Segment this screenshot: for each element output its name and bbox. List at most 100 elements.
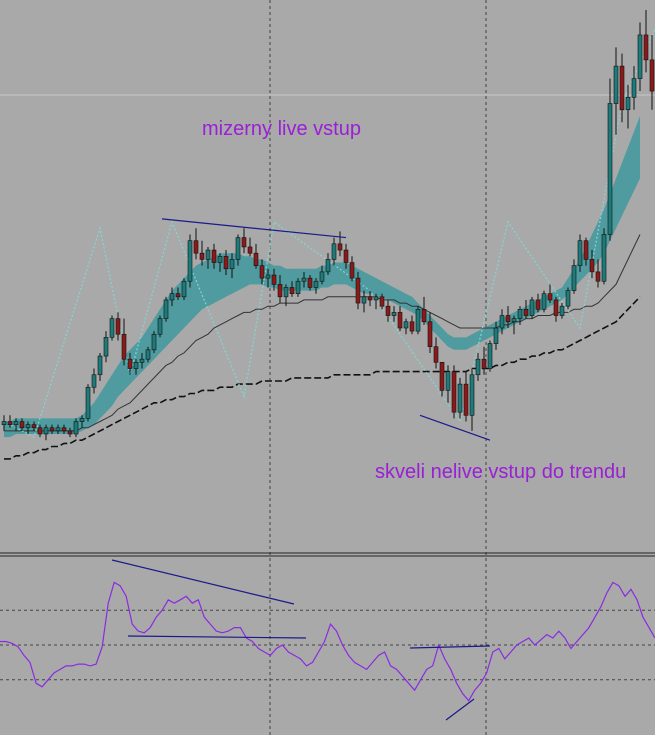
candle-body	[607, 103, 613, 235]
candle-body	[577, 240, 583, 266]
candle	[211, 243, 217, 269]
candle-body	[331, 243, 337, 260]
candle	[169, 287, 175, 307]
candle	[157, 315, 163, 338]
candle-body	[487, 343, 493, 369]
candle	[55, 424, 61, 434]
candle	[589, 250, 595, 279]
candle	[133, 359, 139, 375]
candle-body	[361, 296, 367, 304]
candle	[67, 427, 73, 438]
candle	[415, 306, 421, 335]
candle-body	[217, 255, 223, 263]
candle-body	[451, 371, 457, 413]
candle-body	[43, 427, 49, 435]
candle	[619, 53, 625, 123]
candle	[631, 66, 637, 110]
candle	[361, 290, 367, 313]
candle-body	[277, 284, 283, 298]
candle-body	[475, 358, 481, 376]
annotation-bottom: skveli nelive vstup do trendu	[375, 461, 627, 483]
candle	[49, 424, 55, 434]
candle	[277, 275, 283, 304]
candle	[241, 228, 247, 254]
candle-body	[223, 255, 229, 270]
candle	[331, 237, 337, 266]
candle	[349, 256, 355, 282]
candle-body	[295, 280, 301, 295]
candle-body	[643, 34, 649, 61]
oscillator-line	[0, 581, 655, 702]
candle	[541, 290, 547, 313]
candle-body	[163, 299, 169, 319]
candle	[109, 315, 115, 341]
candle-body	[625, 96, 631, 111]
candle	[265, 268, 271, 288]
candle	[367, 290, 373, 307]
candle-body	[619, 65, 625, 111]
candle-body	[649, 59, 655, 92]
candle	[571, 259, 577, 294]
candle-body	[61, 427, 67, 432]
candle	[463, 371, 469, 422]
candle-body	[85, 386, 91, 419]
candle	[247, 237, 253, 257]
candle	[139, 352, 145, 369]
candle	[37, 424, 43, 438]
candle	[583, 237, 589, 266]
candle	[451, 365, 457, 419]
candle-body	[421, 308, 427, 323]
candle	[313, 278, 319, 294]
candle-body	[139, 358, 145, 363]
candle	[499, 309, 505, 335]
candle-body	[343, 249, 349, 263]
candle-body	[397, 312, 403, 329]
candle	[625, 84, 631, 129]
candle-body	[103, 337, 109, 357]
candle	[547, 284, 553, 304]
candle	[115, 312, 121, 341]
candle	[307, 275, 313, 291]
candle-body	[367, 296, 373, 301]
candle-body	[175, 293, 181, 298]
candle-body	[337, 243, 343, 251]
candle-body	[553, 299, 559, 316]
candle	[607, 78, 613, 241]
candle	[343, 243, 349, 269]
candle	[511, 315, 517, 335]
candle-body	[565, 290, 571, 307]
candle	[163, 296, 169, 322]
candle-body	[49, 427, 55, 432]
candle-body	[241, 237, 247, 248]
candle	[127, 352, 133, 375]
candle	[613, 47, 619, 135]
candle	[25, 421, 31, 434]
candle	[151, 331, 157, 353]
candle-body	[355, 277, 361, 304]
annotation-top: mizerny live vstup	[202, 118, 361, 140]
candle	[271, 268, 277, 291]
candle	[91, 368, 97, 394]
candle	[31, 421, 37, 431]
candle	[601, 228, 607, 285]
candle-body	[25, 424, 31, 429]
candle	[469, 368, 475, 431]
candle-body	[313, 280, 319, 288]
candle-body	[91, 374, 97, 388]
candle-body	[97, 355, 103, 376]
candle-body	[229, 259, 235, 270]
candle	[217, 253, 223, 272]
candle-body	[391, 312, 397, 316]
candle	[649, 34, 655, 110]
candle-body	[571, 265, 577, 291]
candle	[577, 234, 583, 272]
candle-body	[517, 308, 523, 319]
candle-body	[373, 296, 379, 301]
candle-body	[439, 361, 445, 391]
candle-body	[481, 358, 487, 369]
candle	[337, 231, 343, 257]
candle	[301, 271, 307, 288]
candle-body	[181, 280, 187, 298]
candle-body	[1, 421, 7, 425]
candle-body	[259, 265, 265, 279]
